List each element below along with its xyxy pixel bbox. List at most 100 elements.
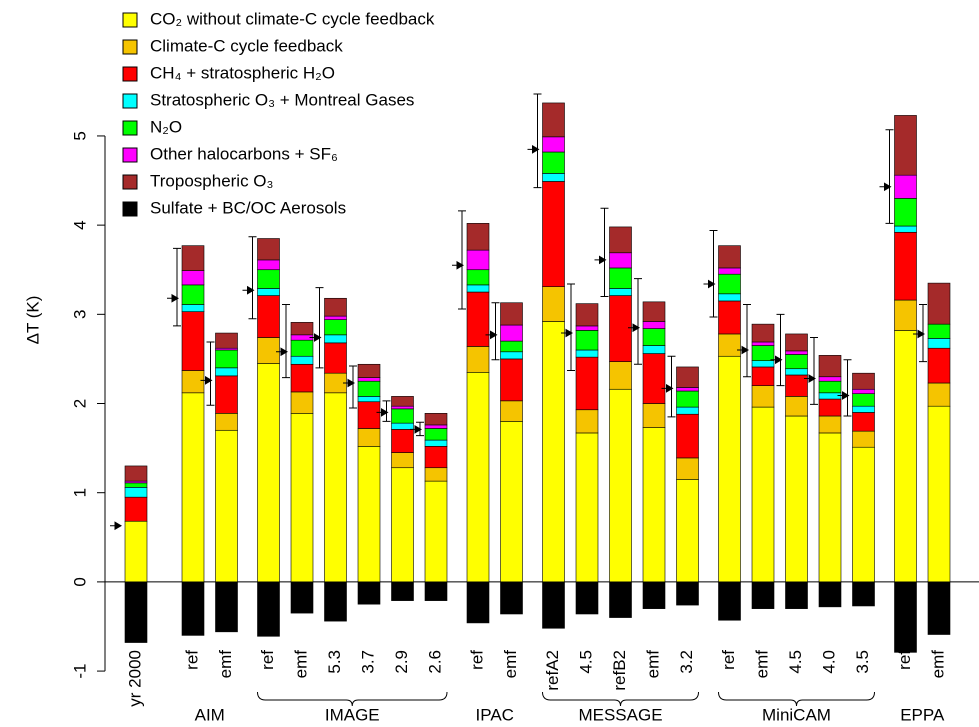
bar-segment — [852, 446, 875, 583]
bar-segment — [718, 293, 741, 302]
bar-segment — [500, 400, 523, 422]
x-tick-label: emf — [928, 650, 947, 679]
bar-segment — [751, 366, 775, 386]
bar-segment — [676, 387, 699, 392]
x-tick-label: emf — [216, 650, 235, 679]
error-marker — [804, 374, 816, 383]
bar-segment — [575, 303, 599, 327]
bar-segment — [181, 581, 205, 636]
x-tick-label: ref — [182, 650, 201, 670]
bar-segment — [500, 302, 523, 326]
group-brace — [718, 691, 875, 707]
bar-segment — [124, 465, 148, 482]
bar-segment — [124, 496, 148, 522]
bar-segment — [466, 223, 490, 251]
bar-segment — [852, 581, 875, 607]
legend-label: Climate-C cycle feedback — [150, 36, 343, 55]
bar-segment — [718, 267, 741, 275]
bar-segment — [290, 413, 314, 583]
bar-segment — [642, 581, 666, 609]
bar-segment — [424, 480, 448, 583]
bar-segment — [357, 401, 381, 429]
bar-segment — [642, 328, 666, 346]
bar-segment — [676, 479, 699, 583]
x-tick-label: emf — [752, 650, 771, 679]
legend-label: Other halocarbons + SF₆ — [150, 144, 338, 163]
bar-segment — [927, 347, 951, 384]
bar-segment — [500, 421, 523, 583]
error-bar — [458, 210, 466, 310]
y-tick-label: 3 — [70, 310, 89, 319]
bar-segment — [391, 422, 414, 430]
error-bar — [206, 341, 215, 406]
error-bar — [709, 229, 718, 318]
error-marker — [703, 279, 716, 289]
bar-segment — [818, 415, 842, 434]
error-marker — [276, 347, 288, 357]
bar-segment — [542, 173, 565, 182]
bar-segment — [357, 446, 381, 583]
bar-segment — [290, 355, 314, 365]
bar-segment — [927, 323, 951, 339]
bar-segment — [215, 581, 238, 633]
bar-segment — [852, 388, 875, 395]
bar-segment — [718, 300, 741, 335]
group-label: MiniCAM — [762, 705, 831, 724]
bar-segment — [357, 380, 381, 397]
bar-segment — [575, 330, 599, 351]
bar-segment — [124, 487, 148, 498]
error-bar — [810, 337, 818, 405]
bar-segment — [324, 581, 347, 622]
bar-segment — [642, 353, 666, 404]
bar-segment — [290, 339, 314, 357]
bar-segment — [181, 270, 205, 286]
y-tick-label: 4 — [70, 220, 89, 229]
bar-segment — [818, 380, 842, 394]
error-bar — [315, 287, 324, 369]
bar-segment — [500, 351, 523, 360]
bar-segment — [391, 429, 414, 453]
bar-segment — [718, 333, 741, 357]
bar-segment — [257, 295, 280, 338]
bar-segment — [609, 295, 632, 362]
bar-segment — [357, 377, 381, 382]
bar-segment — [785, 354, 808, 370]
bar-segment — [751, 581, 775, 609]
error-marker — [485, 330, 498, 340]
bar-segment — [718, 355, 741, 583]
bar-segment — [542, 286, 565, 322]
error-marker — [110, 521, 122, 531]
bar-segment — [852, 372, 875, 390]
bar-segment — [324, 392, 347, 583]
bar-segment — [181, 370, 205, 394]
x-tick-label: 2.6 — [425, 650, 444, 674]
bar-segment — [751, 323, 775, 343]
bar-segment — [818, 581, 842, 608]
bar-segment — [751, 406, 775, 583]
error-marker — [376, 408, 389, 417]
bar-segment — [676, 581, 699, 606]
group-brace — [542, 691, 699, 707]
bar-segment — [894, 330, 917, 583]
bar-segment — [424, 446, 448, 469]
bar-segment — [927, 382, 951, 407]
bar-segment — [215, 349, 238, 369]
bar-segment — [357, 581, 381, 605]
bar-segment — [676, 366, 699, 388]
bar-segment — [575, 432, 599, 583]
error-bar — [491, 302, 500, 361]
error-bar — [349, 365, 357, 409]
error-marker — [770, 355, 783, 365]
bar-segment — [324, 315, 347, 320]
bar-segment — [609, 581, 632, 618]
error-marker — [343, 378, 355, 388]
bar-segment — [927, 581, 951, 635]
bar-segment — [257, 259, 280, 271]
bar-segment — [290, 322, 314, 336]
error-bar — [885, 129, 894, 224]
error-bar — [600, 207, 609, 297]
bar-segment — [215, 429, 238, 583]
error-bar — [282, 304, 290, 379]
bar-segment — [785, 581, 808, 609]
bar-segment — [500, 581, 523, 615]
